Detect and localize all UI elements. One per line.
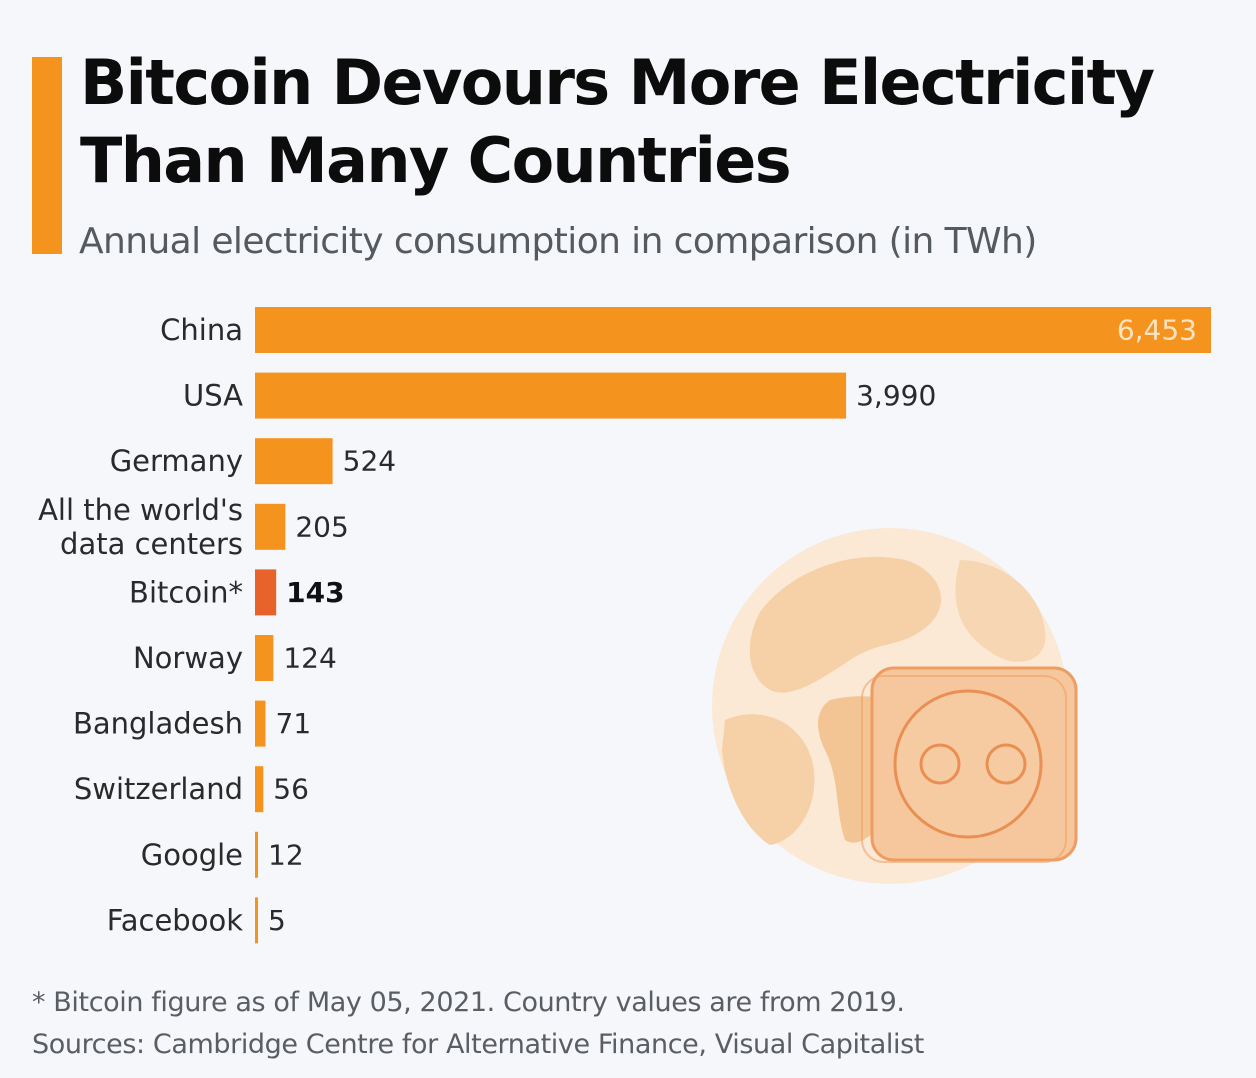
category-label-8: Google bbox=[141, 838, 243, 872]
value-label-1: 3,990 bbox=[856, 379, 936, 412]
chart-subtitle: Annual electricity consumption in compar… bbox=[79, 221, 1037, 262]
category-label-5: Norway bbox=[133, 641, 243, 675]
bar-5 bbox=[255, 635, 274, 681]
bar-2 bbox=[255, 438, 333, 485]
value-label-0: 6,453 bbox=[1117, 314, 1197, 347]
value-label-4: 143 bbox=[286, 576, 344, 609]
category-label-4: Bitcoin* bbox=[129, 575, 243, 609]
category-label-9: Facebook bbox=[107, 903, 243, 937]
chart-title-line-1: Bitcoin Devours More Electricity bbox=[80, 46, 1155, 119]
footnote-sources: Sources: Cambridge Centre for Alternativ… bbox=[32, 1029, 924, 1060]
value-label-5: 124 bbox=[283, 642, 336, 675]
bar-0 bbox=[255, 307, 1211, 353]
value-label-8: 12 bbox=[268, 838, 304, 871]
category-label-6: Bangladesh bbox=[73, 707, 243, 741]
category-label-2: Germany bbox=[110, 444, 243, 478]
bar-4 bbox=[255, 569, 277, 616]
chart-title: Bitcoin Devours More Electricity Than Ma… bbox=[80, 44, 1240, 200]
globe-with-power-socket-icon bbox=[712, 528, 1078, 884]
value-label-6: 71 bbox=[276, 707, 312, 740]
value-label-9: 5 bbox=[268, 904, 286, 937]
bar-7 bbox=[255, 766, 264, 813]
value-label-3: 205 bbox=[295, 510, 348, 543]
bar-9 bbox=[255, 897, 258, 944]
category-label-1: USA bbox=[183, 379, 243, 413]
value-label-7: 56 bbox=[273, 773, 309, 806]
category-label-3: All the world's data centers bbox=[38, 493, 243, 561]
bars-group: China 6,453 USA 3,990 Germany 524 All the worl… bbox=[38, 307, 1211, 944]
footnote-note: * Bitcoin figure as of May 05, 2021. Cou… bbox=[32, 987, 905, 1018]
bar-8 bbox=[255, 831, 258, 878]
value-label-2: 524 bbox=[343, 445, 396, 478]
chart-title-line-2: Than Many Countries bbox=[80, 124, 792, 197]
bar-1 bbox=[255, 372, 847, 419]
category-label-0: China bbox=[160, 313, 243, 347]
category-label-7: Switzerland bbox=[74, 772, 243, 806]
title-accent-bar bbox=[32, 57, 62, 254]
chart-footnote: * Bitcoin figure as of May 05, 2021. Cou… bbox=[32, 982, 924, 1066]
bar-6 bbox=[255, 700, 266, 747]
bar-3 bbox=[255, 503, 286, 550]
